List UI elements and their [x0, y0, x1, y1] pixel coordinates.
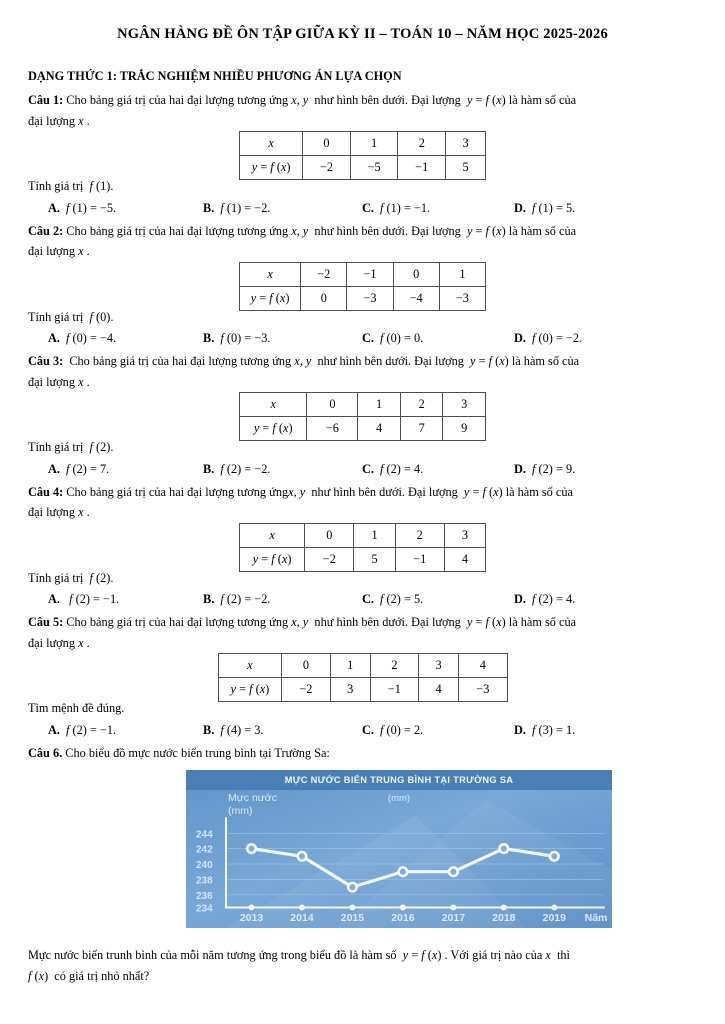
svg-text:2016: 2016	[391, 912, 415, 924]
svg-text:Mực nước: Mực nước	[228, 792, 277, 804]
svg-text:(mm): (mm)	[228, 805, 253, 817]
svg-text:242: 242	[196, 845, 213, 856]
svg-text:238: 238	[196, 875, 213, 886]
svg-text:244: 244	[196, 830, 213, 841]
svg-text:234: 234	[196, 904, 213, 915]
svg-text:2017: 2017	[442, 912, 466, 924]
svg-text:2015: 2015	[341, 912, 365, 924]
svg-text:2014: 2014	[290, 912, 314, 924]
svg-text:MỰC NƯỚC BIỂN TRUNG BÌNH TẠI T: MỰC NƯỚC BIỂN TRUNG BÌNH TẠI TRƯỜNG SA	[285, 774, 514, 785]
svg-text:2013: 2013	[240, 912, 264, 924]
svg-text:236: 236	[196, 891, 213, 902]
svg-text:2018: 2018	[492, 912, 516, 924]
svg-text:2019: 2019	[543, 912, 567, 924]
svg-text:Năm: Năm	[585, 912, 608, 924]
svg-text:(mm): (mm)	[388, 793, 410, 804]
svg-text:240: 240	[196, 860, 213, 871]
